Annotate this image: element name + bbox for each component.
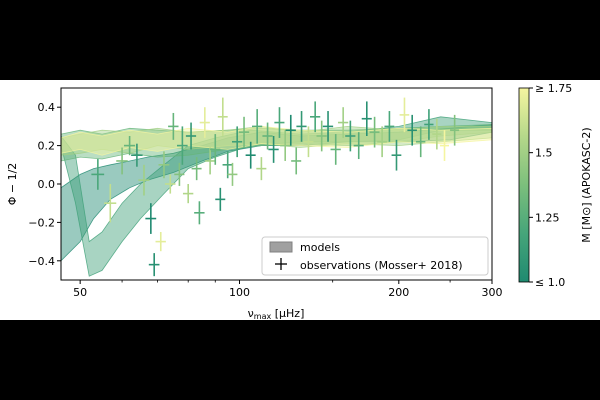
observation-point-38 xyxy=(309,101,321,133)
observation-point-24 xyxy=(227,162,238,186)
observation-point-34 xyxy=(285,114,296,146)
observation-point-44 xyxy=(353,132,364,160)
observation-point-11 xyxy=(168,112,179,140)
chart-svg: 50 100 200 300 −0.4−0.20.00.20.4 Φ − 1/2 νm… xyxy=(6,82,593,321)
observation-point-43 xyxy=(345,120,356,152)
observation-point-45 xyxy=(361,101,372,136)
x-tick-label: 200 xyxy=(388,286,409,299)
legend: models observations (Mosser+ 2018) xyxy=(261,236,489,276)
observation-point-55 xyxy=(439,130,449,161)
observation-point-41 xyxy=(330,134,341,165)
observation-point-7 xyxy=(148,253,160,277)
legend-observations-label: observations (Mosser+ 2018) xyxy=(300,259,463,272)
colorbar-ticks: ≤ 1.0 1.25 1.5 ≥ 1.75 xyxy=(529,82,572,289)
x-axis-label: νmax [μHz] xyxy=(248,307,305,320)
observation-point-29 xyxy=(256,157,267,181)
y-tick-label: 0.2 xyxy=(38,140,56,153)
y-tick-label: 0.0 xyxy=(38,178,56,191)
observation-point-4 xyxy=(131,143,143,167)
observation-point-48 xyxy=(384,111,395,142)
observation-point-12 xyxy=(174,162,185,186)
legend-box xyxy=(261,236,489,276)
model-band-3 xyxy=(61,125,492,156)
x-axis-label-unit: [μHz] xyxy=(271,307,304,320)
observation-point-36 xyxy=(296,111,307,142)
colorbar-tick-label: ≥ 1.75 xyxy=(535,82,572,95)
y-tick-label: −0.2 xyxy=(28,216,55,229)
observation-point-9 xyxy=(158,151,170,179)
observation-point-49 xyxy=(391,139,402,171)
x-tick-label: 300 xyxy=(482,286,503,299)
observation-point-17 xyxy=(194,201,205,225)
colorbar-tick-label: ≤ 1.0 xyxy=(535,276,565,289)
observation-point-28 xyxy=(252,109,263,144)
observation-point-56 xyxy=(450,114,460,146)
observation-point-14 xyxy=(182,184,194,204)
colorbar xyxy=(518,87,530,283)
observation-point-53 xyxy=(424,109,434,140)
model-bands xyxy=(61,116,492,277)
model-band-4 xyxy=(61,125,492,156)
model-band-1 xyxy=(61,116,492,277)
observation-point-51 xyxy=(407,114,417,146)
observation-point-19 xyxy=(205,147,216,175)
observation-point-31 xyxy=(268,136,279,163)
observation-point-54 xyxy=(432,118,442,150)
observation-point-21 xyxy=(215,187,226,211)
observation-point-32 xyxy=(274,107,285,138)
observation-point-46 xyxy=(369,116,380,148)
observation-point-16 xyxy=(191,157,202,181)
y-tick-label: 0.4 xyxy=(38,101,56,114)
y-axis-label: Φ − 1/2 xyxy=(6,163,19,206)
observation-point-39 xyxy=(316,120,327,152)
observation-point-25 xyxy=(232,126,243,158)
legend-models-label: models xyxy=(300,241,340,254)
x-axis-label-sub: max xyxy=(254,312,272,320)
y-axis: −0.4 −0.2 0.0 0.2 0.4 xyxy=(28,101,61,268)
chart-figure: 50 100 200 300 −0.4 −0.2 0.0 0.2 0.4 Φ − 1/2 νm… xyxy=(0,80,600,321)
observation-point-42 xyxy=(337,107,349,138)
observation-point-22 xyxy=(217,97,228,136)
observation-point-6 xyxy=(145,203,157,234)
observation-point-47 xyxy=(377,126,388,158)
observation-point-30 xyxy=(262,122,273,150)
observation-point-27 xyxy=(245,141,256,169)
x-axis: 50 100 200 300 xyxy=(73,280,503,299)
observation-point-52 xyxy=(415,126,426,158)
colorbar-label: M [M⊙] (APOKASC-2) xyxy=(580,127,593,242)
observation-point-10 xyxy=(164,174,176,194)
x-tick-label: 50 xyxy=(73,286,87,299)
observation-point-20 xyxy=(210,134,221,165)
observation-point-13 xyxy=(177,126,188,165)
observation-point-18 xyxy=(199,107,210,138)
observation-point-15 xyxy=(185,122,197,150)
legend-models-swatch xyxy=(269,241,293,253)
x-tick-label: 100 xyxy=(229,286,250,299)
model-band-0 xyxy=(61,124,492,262)
observation-point-50 xyxy=(399,97,410,133)
observation-point-2 xyxy=(116,147,128,175)
x-axis-label-main: ν xyxy=(248,307,254,320)
colorbar-tick-label: 1.25 xyxy=(535,211,560,224)
observation-point-40 xyxy=(322,111,334,142)
observation-point-26 xyxy=(238,116,250,148)
observation-point-8 xyxy=(155,232,166,252)
observation-point-1 xyxy=(104,184,117,223)
observation-point-33 xyxy=(280,130,291,161)
observation-point-3 xyxy=(123,136,136,156)
colorbar-tick-label: 1.5 xyxy=(535,147,553,160)
observation-point-0 xyxy=(91,159,105,190)
observation-point-35 xyxy=(291,147,302,175)
observation-point-37 xyxy=(303,126,314,158)
observation-point-5 xyxy=(138,164,150,196)
y-tick-label: −0.4 xyxy=(28,255,55,268)
observation-points xyxy=(91,97,460,277)
